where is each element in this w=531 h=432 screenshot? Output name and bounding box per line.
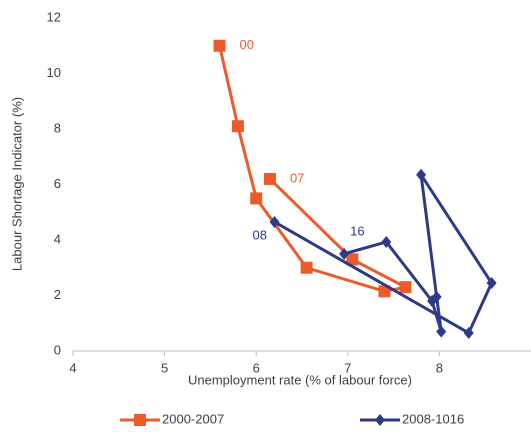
y-axis-label: Labour Shortage Indicator (%) xyxy=(9,97,24,271)
y-tick-label: 0 xyxy=(54,342,61,357)
x-tick-label: 4 xyxy=(69,360,76,375)
y-tick-label: 4 xyxy=(54,231,61,246)
x-tick-label: 8 xyxy=(436,360,443,375)
data-point xyxy=(436,325,447,338)
data-point xyxy=(231,120,244,133)
annotation: 07 xyxy=(290,170,304,185)
data-point xyxy=(269,215,280,228)
series-line xyxy=(218,45,408,293)
annotation: 00 xyxy=(240,37,254,52)
annotation: 16 xyxy=(350,223,364,238)
annotation: 08 xyxy=(253,227,267,242)
y-tick-label: 2 xyxy=(54,287,61,302)
y-tick-label: 12 xyxy=(47,9,61,24)
y-tick-label: 8 xyxy=(54,120,61,135)
data-point xyxy=(213,39,226,52)
data-point xyxy=(381,235,392,248)
x-tick-label: 5 xyxy=(161,360,168,375)
series-line xyxy=(273,173,494,335)
data-point xyxy=(378,285,391,298)
x-axis-label: Unemployment rate (% of labour force) xyxy=(188,372,412,387)
x-tick-label: 6 xyxy=(253,360,260,375)
legend-label: 2000-2007 xyxy=(162,411,224,426)
legend-marker xyxy=(375,414,385,426)
y-tick-label: 10 xyxy=(47,65,61,80)
data-point xyxy=(463,326,474,339)
data-point xyxy=(399,281,412,294)
data-point xyxy=(300,261,313,274)
data-point xyxy=(346,253,359,266)
x-tick-label: 7 xyxy=(344,360,351,375)
y-tick-label: 6 xyxy=(54,176,61,191)
legend-marker xyxy=(134,414,146,426)
data-point xyxy=(339,247,350,260)
data-point xyxy=(416,168,427,181)
data-point xyxy=(427,295,438,308)
data-point xyxy=(263,172,276,185)
legend-label: 2008-1016 xyxy=(402,411,464,426)
data-point xyxy=(250,192,263,205)
data-point xyxy=(486,277,497,290)
